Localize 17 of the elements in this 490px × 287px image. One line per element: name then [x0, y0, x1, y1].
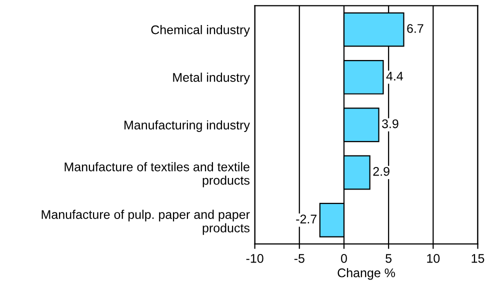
y-tick-label: Manufacturing industry — [124, 120, 250, 132]
x-tick-label: 0 — [340, 254, 347, 263]
x-tick-label: 5 — [386, 254, 392, 263]
x-tick-label: 15 — [472, 254, 484, 263]
x-tick-label: -10 — [246, 254, 264, 263]
y-tick-label: Metal industry — [173, 72, 250, 84]
y-tick-label: Manufacture of textiles and textile products — [64, 162, 250, 188]
y-tick-label: Manufacture of pulp. paper and paper products — [42, 210, 250, 235]
data-label: 6.7 — [407, 24, 424, 33]
data-label: 2.9 — [373, 166, 390, 176]
y-tick-label: Chemical industry — [151, 25, 250, 37]
x-tick-label: 10 — [427, 254, 440, 263]
data-label: -2.7 — [296, 214, 316, 224]
data-label: 3.9 — [382, 119, 398, 128]
data-label: 4.4 — [386, 72, 404, 80]
x-axis-title: Change % — [338, 268, 396, 280]
x-tick-label: -5 — [294, 254, 304, 263]
